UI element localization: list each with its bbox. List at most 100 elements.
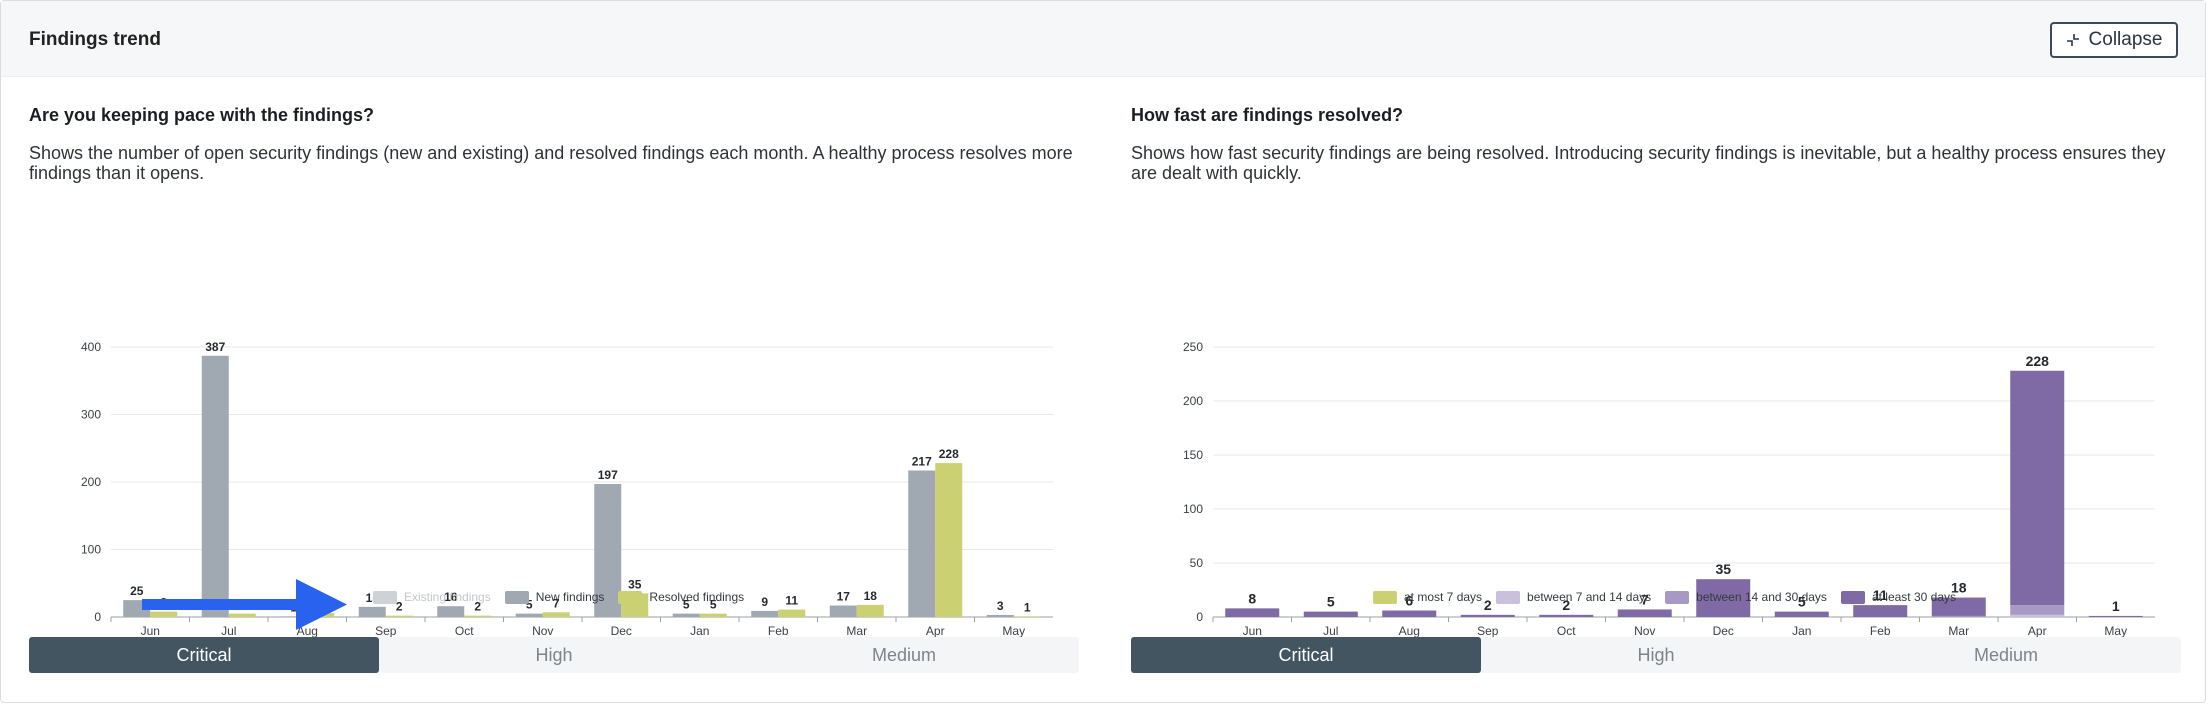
- pace-legend: Existing findings New findings Resolved …: [373, 589, 744, 605]
- y-tick-label: 0: [94, 610, 101, 624]
- data-label: 17: [837, 590, 851, 604]
- bar-resolved-findings[interactable]: [150, 611, 178, 617]
- pace-severity-tabs: Critical High Medium: [29, 637, 1079, 673]
- x-tick-label: Apr: [926, 624, 945, 638]
- collapse-button[interactable]: Collapse: [2050, 22, 2178, 58]
- resolution-heading: How fast are findings resolved?: [1131, 105, 1404, 125]
- collapse-label: Collapse: [2088, 29, 2163, 50]
- y-tick-label: 300: [81, 408, 101, 422]
- bar-new-findings[interactable]: [751, 610, 779, 617]
- bar-new-findings[interactable]: [986, 614, 1014, 617]
- legend-at-most-7-days[interactable]: at most 7 days: [1373, 590, 1482, 604]
- bar-segment[interactable]: [2010, 370, 2065, 606]
- bar-new-findings[interactable]: [908, 470, 936, 617]
- legend-label: at most 7 days: [1404, 590, 1483, 604]
- bar-segment[interactable]: [1382, 610, 1437, 617]
- tab-high[interactable]: High: [1637, 644, 1675, 665]
- legend-swatch: [504, 590, 529, 604]
- bar-segment[interactable]: [1931, 615, 1986, 617]
- bar-resolved-findings[interactable]: [385, 615, 413, 617]
- x-tick-label: Mar: [1948, 624, 1969, 638]
- y-tick-label: 250: [1183, 340, 1203, 354]
- collapse-icon: [2066, 34, 2079, 46]
- bar-resolved-findings[interactable]: [464, 615, 492, 617]
- bar-resolved-findings[interactable]: [856, 604, 884, 617]
- bar-new-findings[interactable]: [829, 605, 857, 617]
- legend-swatch: [1373, 590, 1397, 604]
- section-title: Findings trend: [29, 29, 161, 50]
- legend-7-to-14-days[interactable]: between 7 and 14 days: [1496, 590, 1651, 604]
- bar-new-findings[interactable]: [437, 606, 465, 617]
- x-tick-label: Nov: [1634, 624, 1655, 638]
- bar-new-findings[interactable]: [672, 613, 700, 617]
- data-label: 5: [526, 598, 533, 612]
- bar-segment[interactable]: [1303, 611, 1358, 617]
- tab-medium[interactable]: Medium: [1973, 644, 2039, 665]
- data-label: 16: [444, 590, 458, 604]
- data-label: 18: [864, 589, 878, 603]
- bar-new-findings[interactable]: [201, 355, 229, 617]
- x-tick-label: Feb: [1870, 624, 1891, 638]
- legend-14-to-30-days[interactable]: between 14 and 30 days: [1665, 590, 1827, 604]
- legend-label: Existing findings: [404, 590, 491, 604]
- bar-segment[interactable]: [1853, 605, 1908, 617]
- bar-resolved-findings[interactable]: [542, 612, 570, 617]
- bar-segment[interactable]: [1460, 614, 1515, 617]
- tab-medium[interactable]: Medium: [871, 644, 937, 665]
- bar-segment[interactable]: [2010, 605, 2065, 615]
- bar-segment[interactable]: [1225, 608, 1280, 617]
- bar-segment[interactable]: [2088, 615, 2143, 617]
- y-tick-label: 400: [81, 340, 101, 354]
- data-label: 7: [1641, 591, 1649, 607]
- legend-new-findings[interactable]: New findings: [504, 590, 604, 604]
- bar-segment[interactable]: [1931, 597, 1986, 616]
- pace-heading: Are you keeping pace with the findings?: [29, 105, 375, 125]
- data-label: 197: [598, 468, 618, 482]
- bar-segment[interactable]: [1696, 579, 1751, 617]
- data-label: 387: [205, 340, 225, 354]
- data-label: 5: [710, 598, 717, 612]
- tab-critical[interactable]: Critical: [29, 637, 379, 673]
- bar-segment[interactable]: [1539, 614, 1594, 617]
- bar-resolved-findings[interactable]: [228, 613, 256, 617]
- bar-segment[interactable]: [1617, 609, 1672, 617]
- legend-swatch: [618, 590, 643, 604]
- bar-resolved-findings[interactable]: [778, 609, 806, 617]
- x-tick-label: Dec: [611, 624, 632, 638]
- y-tick-label: 200: [81, 475, 101, 489]
- bar-new-findings[interactable]: [515, 613, 543, 617]
- y-tick-label: 50: [1190, 556, 1204, 570]
- bar-segment[interactable]: [2010, 614, 2065, 617]
- bar-new-findings[interactable]: [594, 484, 622, 617]
- card-header: Findings trend Collapse: [1, 1, 2205, 77]
- tab-high[interactable]: High: [535, 644, 573, 665]
- data-label: 35: [628, 577, 642, 591]
- data-label: 228: [939, 447, 959, 461]
- x-tick-label: Aug: [297, 624, 318, 638]
- resolution-legend: at most 7 days between 7 and 14 days bet…: [1373, 589, 1956, 605]
- data-label: 228: [2026, 353, 2050, 369]
- bar-resolved-findings[interactable]: [699, 613, 727, 617]
- x-tick-label: Jan: [1792, 624, 1811, 638]
- data-label: 5: [683, 598, 690, 612]
- data-label: 217: [912, 455, 932, 469]
- y-tick-label: 150: [1183, 448, 1203, 462]
- bar-new-findings[interactable]: [358, 606, 386, 617]
- data-label: 5: [1327, 594, 1335, 610]
- bar-resolved-findings[interactable]: [1013, 616, 1041, 617]
- legend-at-least-30-days[interactable]: at least 30 days: [1840, 590, 1956, 604]
- x-tick-label: Aug: [1399, 624, 1420, 638]
- bar-resolved-findings[interactable]: [935, 463, 963, 617]
- x-tick-label: Jul: [1323, 624, 1338, 638]
- x-tick-label: Jan: [690, 624, 709, 638]
- bar-new-findings[interactable]: [280, 616, 308, 617]
- data-label: 1: [1024, 600, 1031, 614]
- legend-existing-findings[interactable]: Existing findings: [373, 590, 491, 604]
- bar-segment[interactable]: [1774, 611, 1829, 617]
- legend-resolved-findings[interactable]: Resolved findings: [618, 590, 744, 604]
- data-label: 1: [2112, 598, 2120, 614]
- tab-critical[interactable]: Critical: [1131, 637, 1481, 673]
- data-label: 11: [785, 594, 798, 608]
- legend-swatch: [1665, 590, 1690, 604]
